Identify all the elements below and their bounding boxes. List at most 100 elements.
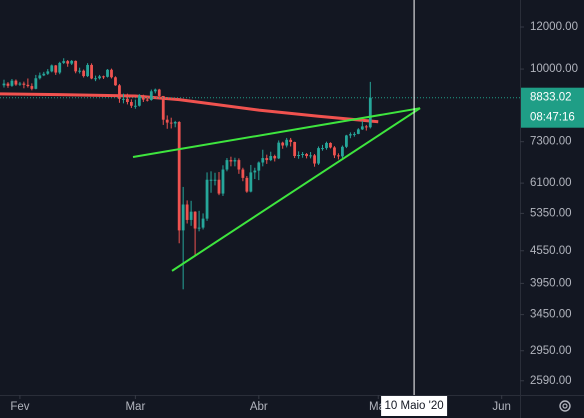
candle-body [42,73,46,76]
candle-body [225,160,229,170]
candle-body [102,76,105,78]
candle-body [165,119,169,123]
candle-body [86,64,89,77]
candle-body [313,155,316,164]
candle-body [345,135,348,147]
crosshair-label-bg [381,396,448,416]
countdown-label: 08:47:16 [530,112,575,124]
candle-body [118,85,121,99]
candle-body [301,154,305,156]
candle-body [78,70,82,72]
candle-body [352,133,356,135]
candle-body [181,204,185,231]
candle-body [46,71,50,74]
x-tick-label: Fev [10,401,29,413]
candle-body [341,146,344,157]
y-tick-label: 12000.00 [530,21,578,33]
candle-body [173,122,177,124]
candle-body [70,60,74,64]
candle-body [201,218,205,228]
candle-body [133,105,137,107]
gear-ring[interactable] [559,400,571,412]
x-tick-label: Jun [492,401,511,413]
candle-body [18,83,22,85]
y-tick-label: 10000.00 [530,63,578,75]
candle-body [333,147,336,156]
y-tick-label: 7300.00 [530,136,572,148]
x-tick-label: Abr [250,401,268,413]
crosshair-label: 10 Maio '20 [385,400,444,412]
candle-body [281,142,285,146]
candle-body [38,75,42,79]
plot-area [0,0,520,395]
candle-body [277,142,281,159]
candle-body [94,78,97,80]
candle-body [257,162,261,171]
candle-body [137,95,141,106]
y-tick-label: 2590.00 [530,375,572,387]
candle-body [265,158,269,161]
candle-body [169,122,173,124]
y-tick-label: 4550.00 [530,245,572,257]
candle-body [22,83,26,85]
candle-body [149,91,153,100]
candle-body [145,99,149,101]
y-tick-label: 5350.00 [530,207,572,219]
candle-body [6,83,10,86]
candle-body [177,122,181,231]
settings-icon[interactable] [559,400,571,412]
candle-body [317,148,320,164]
candle-body [26,84,30,87]
candle-body [293,141,297,157]
candle-body [297,155,301,157]
candle-body [58,62,62,73]
candle-body [141,95,145,100]
candle-body [153,89,157,92]
candle-body [213,179,217,181]
candle-body [368,97,372,128]
candle-body [34,78,38,89]
candle-body [237,160,241,170]
y-tick-label: 3950.00 [530,277,572,289]
candle-body [30,86,34,89]
candle-body [122,98,125,100]
candle-body [329,142,332,148]
candle-body [205,179,209,219]
candle-body [82,70,86,77]
x-tick-label: Mar [125,401,145,413]
candle-body [157,89,161,96]
y-tick-label: 6100.00 [530,177,572,189]
candle-body [50,65,54,72]
candle-body [2,83,6,86]
candle-body [289,139,293,142]
candle-body [285,139,289,146]
y-tick-label: 3450.00 [530,309,572,321]
candle-body [233,160,237,162]
current-price-label: 8833.02 [530,92,572,104]
candle-body [126,98,129,102]
candle-body [129,101,133,106]
candle-body [356,129,360,134]
candle-body [305,154,308,157]
candle-body [217,179,221,194]
candle-body [185,204,189,220]
trendline [171,107,421,272]
candle-body [245,177,249,192]
candle-body [209,179,213,181]
candle-body [337,155,340,157]
candle-body [62,61,66,63]
candle-body [229,160,233,162]
candle-body [193,211,197,229]
candle-body [241,169,245,178]
candle-body [348,134,352,136]
axes: 12000.00 10000.00 7300.00 6100.00 5350.00 455… [10,21,584,416]
candle-body [10,80,14,86]
current-price-label-bg [521,87,584,128]
y-tick-label: 2950.00 [530,345,572,357]
candle-body [14,80,18,85]
gear-center[interactable] [562,403,568,409]
candle-body [249,172,253,192]
candle-body [261,158,265,163]
